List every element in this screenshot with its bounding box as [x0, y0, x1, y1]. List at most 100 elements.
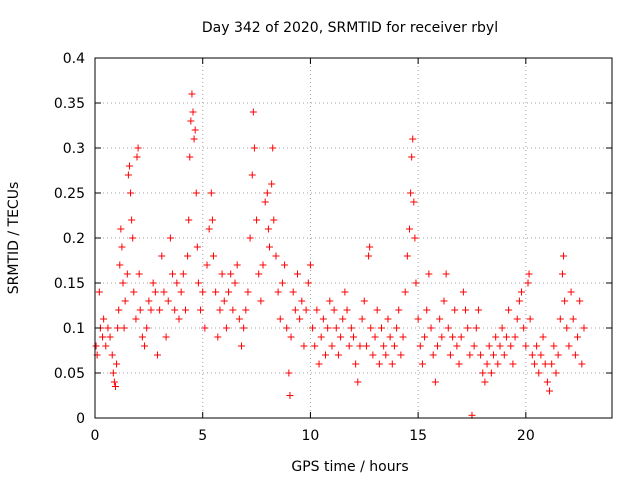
x-tick-label: 20 — [517, 428, 535, 444]
data-point — [328, 342, 336, 350]
data-point — [388, 360, 396, 368]
data-point — [481, 378, 489, 386]
data-point — [451, 306, 459, 314]
data-point — [197, 306, 205, 314]
data-point — [369, 351, 377, 359]
x-tick-label: 0 — [91, 428, 100, 444]
data-point — [281, 261, 289, 269]
data-point — [518, 288, 526, 296]
data-point — [222, 324, 230, 332]
data-point — [95, 288, 103, 296]
data-point — [457, 333, 465, 341]
data-point — [205, 225, 213, 233]
data-point — [356, 342, 364, 350]
data-point — [128, 216, 136, 224]
data-point — [373, 306, 381, 314]
data-point — [125, 162, 133, 170]
data-point — [117, 225, 125, 233]
data-point — [324, 324, 332, 332]
data-point — [429, 351, 437, 359]
data-point — [218, 270, 226, 278]
data-point — [498, 324, 506, 332]
data-point — [231, 279, 239, 287]
data-point — [119, 279, 127, 287]
data-point — [102, 342, 110, 350]
data-point — [485, 342, 493, 350]
data-point — [106, 333, 114, 341]
data-point — [440, 297, 448, 305]
data-point — [490, 351, 498, 359]
data-point — [302, 306, 310, 314]
data-point — [362, 342, 370, 350]
data-point — [330, 306, 338, 314]
x-tick-label: 5 — [198, 428, 207, 444]
data-point — [201, 324, 209, 332]
data-point — [414, 315, 422, 323]
data-point — [136, 306, 144, 314]
data-point — [382, 351, 390, 359]
data-point — [113, 360, 121, 368]
data-point — [99, 333, 107, 341]
data-point — [270, 216, 278, 224]
data-point — [539, 333, 547, 341]
data-point — [502, 333, 510, 341]
data-point — [576, 297, 584, 305]
data-point — [472, 324, 480, 332]
data-point — [395, 306, 403, 314]
data-point — [561, 297, 569, 305]
data-point — [352, 360, 360, 368]
data-point — [225, 288, 233, 296]
data-point — [574, 333, 582, 341]
data-point — [179, 270, 187, 278]
data-point — [244, 288, 252, 296]
data-point — [229, 306, 237, 314]
data-point — [533, 342, 541, 350]
data-point — [291, 306, 299, 314]
data-point — [149, 279, 157, 287]
data-point — [434, 342, 442, 350]
data-point — [227, 270, 235, 278]
data-point — [492, 333, 500, 341]
data-point — [309, 324, 317, 332]
data-point — [269, 144, 277, 152]
data-point — [237, 342, 245, 350]
data-point — [278, 279, 286, 287]
y-tick-label: 0.1 — [63, 321, 85, 337]
data-point — [304, 279, 312, 287]
data-point — [358, 315, 366, 323]
data-point — [418, 360, 426, 368]
data-point — [186, 153, 194, 161]
data-point — [319, 315, 327, 323]
data-point — [483, 360, 491, 368]
x-tick-label: 10 — [302, 428, 320, 444]
data-point — [380, 342, 388, 350]
data-point — [535, 369, 543, 377]
data-point — [556, 315, 564, 323]
data-point — [453, 342, 461, 350]
data-point — [423, 306, 431, 314]
y-tick-label: 0.4 — [63, 51, 85, 67]
data-point — [431, 378, 439, 386]
data-point — [494, 360, 502, 368]
data-point — [184, 252, 192, 260]
data-point — [135, 270, 143, 278]
y-tick-label: 0.15 — [54, 276, 85, 292]
data-point — [334, 351, 342, 359]
data-point — [274, 288, 282, 296]
data-point — [341, 288, 349, 296]
chart-title: Day 342 of 2020, SRMTID for receiver rby… — [202, 20, 498, 36]
data-point — [143, 324, 151, 332]
data-point — [569, 315, 577, 323]
data-point — [181, 306, 189, 314]
data-point — [580, 324, 588, 332]
data-point — [173, 279, 181, 287]
data-point — [311, 342, 319, 350]
data-point — [263, 189, 271, 197]
data-point — [416, 342, 424, 350]
x-tick-label: 15 — [409, 428, 427, 444]
data-point — [209, 252, 217, 260]
data-point — [265, 243, 273, 251]
data-point — [169, 270, 177, 278]
data-point — [289, 288, 297, 296]
data-point — [541, 360, 549, 368]
